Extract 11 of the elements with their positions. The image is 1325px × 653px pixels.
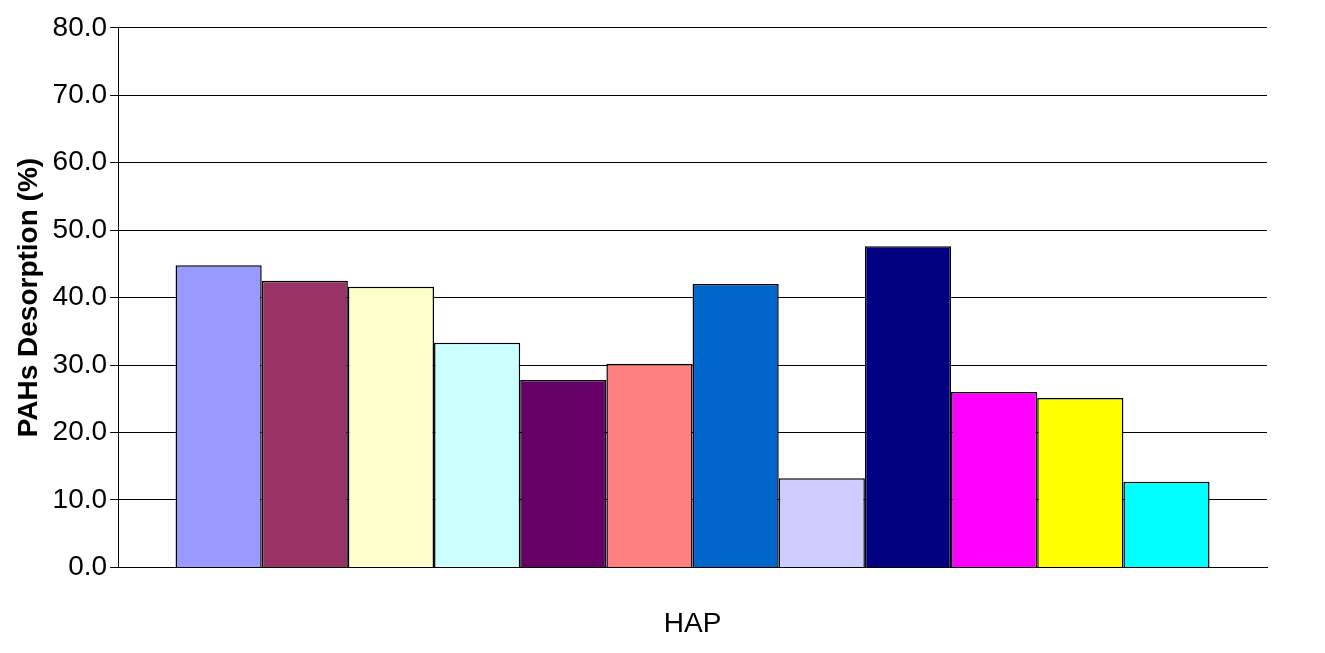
y-axis-title: PAHs Desorption (%) xyxy=(11,157,43,438)
y-tick-label: 40.0 xyxy=(52,280,108,312)
y-tick-label: 30.0 xyxy=(52,347,108,379)
y-tick-label: 0.0 xyxy=(68,550,108,582)
y-tick-label: 10.0 xyxy=(52,482,108,514)
x-axis-title: HAP xyxy=(663,606,722,638)
y-tick-label: 60.0 xyxy=(52,145,108,177)
y-tick-label: 20.0 xyxy=(52,415,108,447)
y-tick-label: 70.0 xyxy=(52,77,108,109)
y-tick-label: 80.0 xyxy=(52,10,108,42)
y-tick-label: 50.0 xyxy=(52,212,108,244)
